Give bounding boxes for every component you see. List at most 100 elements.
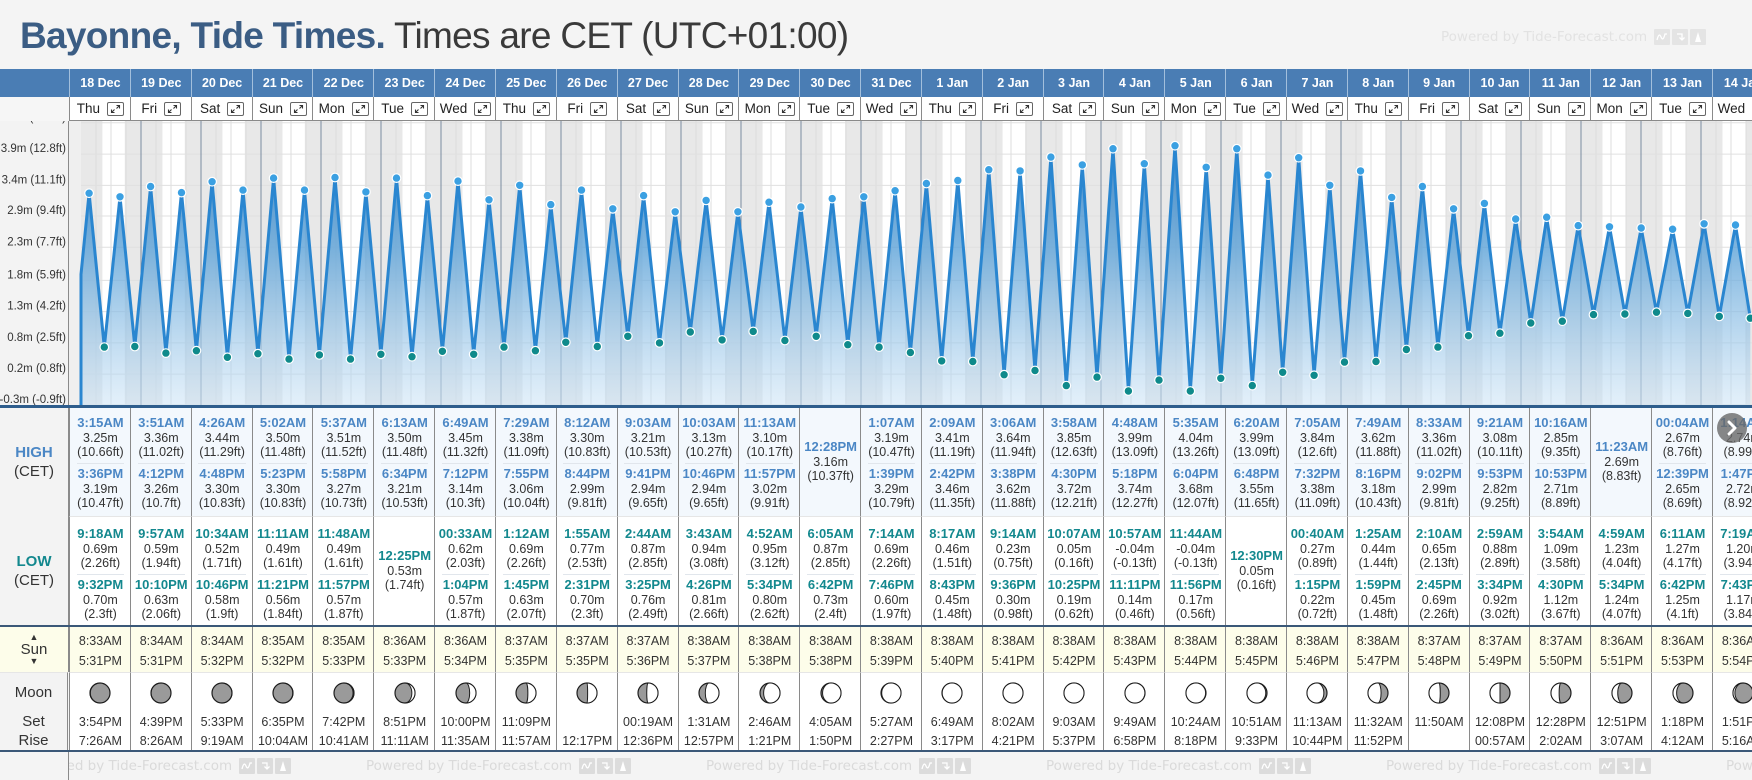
- moonrise-time: 3:07AM: [1600, 733, 1644, 748]
- low-tide-entry: 10:25PM 0.19m (0.62ft): [1048, 577, 1101, 622]
- tide-wave-icon: [919, 758, 936, 774]
- expand-day-button[interactable]: [289, 101, 307, 116]
- expand-icon: [1083, 104, 1093, 113]
- expand-day-button[interactable]: [1141, 101, 1159, 116]
- high-tide-height-m: 2.85m: [1543, 430, 1579, 445]
- high-tide-entry: 5:37AM 3.51m (11.52ft): [321, 415, 367, 460]
- expand-day-button[interactable]: [107, 101, 125, 116]
- low-tide-entry: 11:11AM 0.49m (1.61ft): [257, 526, 309, 571]
- expand-day-button[interactable]: [411, 101, 429, 116]
- entry-divider: [1171, 462, 1220, 464]
- high-tide-time: 4:48AM: [1111, 415, 1158, 430]
- high-tide-height-ft: (10.27ft): [685, 445, 733, 459]
- entry-divider: [137, 573, 185, 575]
- weekday-label: Fri: [993, 101, 1010, 116]
- sunset-time: 5:35PM: [504, 654, 548, 668]
- expand-day-button[interactable]: [1688, 101, 1706, 116]
- high-tide-entry: 7:05AM 3.84m (12.6ft): [1294, 415, 1341, 460]
- low-tide-cell: 00:33AM 0.62m (2.03ft) 1:04PM 0.57m (1.87ft): [434, 516, 496, 625]
- moonrise-time: 11:57AM: [501, 733, 551, 748]
- high-tide-height-ft: (10.79ft): [868, 496, 915, 510]
- entry-divider: [1719, 573, 1752, 575]
- low-tide-time: 11:57PM: [317, 577, 370, 592]
- low-tide-time: 3:34PM: [1477, 577, 1523, 592]
- low-tide-time: 8:43PM: [929, 577, 976, 592]
- entry-divider: [1476, 573, 1524, 575]
- sun-cell: 8:33AM 5:31PM: [69, 627, 131, 672]
- low-tide-height-ft: (2.13ft): [1419, 556, 1459, 570]
- low-tide-height-m: 0.44m: [1360, 541, 1396, 556]
- expand-day-button[interactable]: [715, 101, 733, 116]
- high-tide-time: 7:05AM: [1294, 415, 1341, 430]
- expand-day-button[interactable]: [1629, 101, 1647, 116]
- high-tide-point: [545, 199, 556, 210]
- high-tide-cell: 3:58AM 3.85m (12.63ft) 4:30PM 3.72m (12.21ft): [1042, 408, 1105, 516]
- high-tide-entry: 3:51AM 3.36m (11.02ft): [138, 415, 184, 460]
- expand-day-button[interactable]: [1079, 101, 1097, 116]
- expand-day-button[interactable]: [474, 101, 492, 116]
- high-tide-height-ft: (10.83ft): [259, 496, 307, 510]
- moonset-label: Set: [22, 713, 45, 730]
- low-tide-entry: 3:25PM 0.76m (2.49ft): [625, 577, 671, 622]
- low-tide-cell: 10:07AM 0.05m (0.16ft) 10:25PM 0.19m (0.62ft): [1042, 516, 1105, 625]
- high-tide-time: 8:12AM: [564, 415, 611, 430]
- low-tide-entry: 2:59AM 0.88m (2.89ft): [1477, 526, 1523, 571]
- expand-day-button[interactable]: [1441, 101, 1459, 116]
- high-tide-entry: 10:03AM 3.13m (10.27ft): [682, 415, 735, 460]
- moonrise-time: 2:02AM: [1539, 733, 1583, 748]
- expand-day-button[interactable]: [900, 101, 918, 116]
- y-axis-tick-label: 4.4m (14.5ft): [1, 121, 66, 124]
- expand-day-button[interactable]: [532, 101, 550, 116]
- high-tide-point: [827, 193, 838, 204]
- high-tide-height-ft: (10.53ft): [624, 445, 672, 459]
- moon-cell: 1:51PM 5:16AM: [1711, 672, 1752, 750]
- high-tide-height-m: 3.16m: [813, 454, 848, 469]
- high-tide-height-ft: (9.25ft): [1480, 496, 1520, 510]
- y-axis-tick-label: 3.4m (11.1ft): [2, 174, 67, 186]
- expand-day-button[interactable]: [958, 101, 976, 116]
- high-tide-height-ft: (10.47ft): [868, 445, 915, 459]
- moon-cell: 12:51PM 3:07AM: [1590, 672, 1653, 750]
- expand-day-button[interactable]: [227, 101, 245, 116]
- expand-day-button[interactable]: [1326, 101, 1344, 116]
- entry-divider: [563, 462, 611, 464]
- high-tide-time: 4:48PM: [199, 466, 245, 481]
- expand-day-button[interactable]: [1505, 101, 1523, 116]
- brand-icons: [579, 758, 632, 774]
- low-tide-height-ft: (0.46ft): [1115, 607, 1155, 621]
- sunset-time: 5:42PM: [1052, 654, 1096, 668]
- expand-day-button[interactable]: [836, 101, 854, 116]
- expand-day-button[interactable]: [164, 101, 182, 116]
- entry-divider: [1111, 462, 1159, 464]
- moon-cell: 11:13AM 10:44PM: [1286, 672, 1348, 750]
- sunset-time: 5:38PM: [809, 654, 853, 668]
- high-tide-entry: 4:26AM 3.44m (11.29ft): [199, 415, 245, 460]
- brand-icons: [1654, 29, 1707, 45]
- high-tide-point: [638, 190, 649, 201]
- high-tide-time: 2:09AM: [929, 415, 976, 430]
- low-tide-height-m: 0.19m: [1056, 592, 1092, 607]
- low-tide-point: [530, 345, 541, 356]
- expand-day-button[interactable]: [590, 101, 608, 116]
- expand-day-button[interactable]: [1203, 101, 1221, 116]
- moon-cell: 4:05AM 1:50PM: [799, 672, 862, 750]
- low-tide-height-m: 1.27m: [1665, 541, 1700, 556]
- expand-day-button[interactable]: [1262, 101, 1280, 116]
- high-tide-height-m: 3.50m: [265, 430, 301, 445]
- weekday-cell: Sat: [616, 97, 679, 121]
- high-tide-time: 8:16PM: [1355, 466, 1402, 481]
- expand-day-button[interactable]: [1016, 101, 1034, 116]
- moonset-time: 00:19AM: [623, 714, 674, 729]
- high-tide-cell: 6:49AM 3.45m (11.32ft) 7:12PM 3.14m (10.3ft): [434, 408, 496, 516]
- high-tide-height-m: 2.71m: [1543, 481, 1579, 496]
- expand-day-button[interactable]: [1567, 101, 1585, 116]
- moonrise-time: 1:21PM: [748, 733, 792, 748]
- expand-day-button[interactable]: [653, 101, 671, 116]
- powered-by-link[interactable]: Powered by Tide-Forecast.com: [1441, 28, 1707, 46]
- expand-day-button[interactable]: [1384, 101, 1402, 116]
- expand-day-button[interactable]: [777, 101, 795, 116]
- next-days-button[interactable]: [1717, 413, 1747, 443]
- expand-day-button[interactable]: [351, 101, 369, 116]
- moonset-time: 2:46AM: [748, 714, 792, 729]
- low-tide-point: [99, 342, 110, 353]
